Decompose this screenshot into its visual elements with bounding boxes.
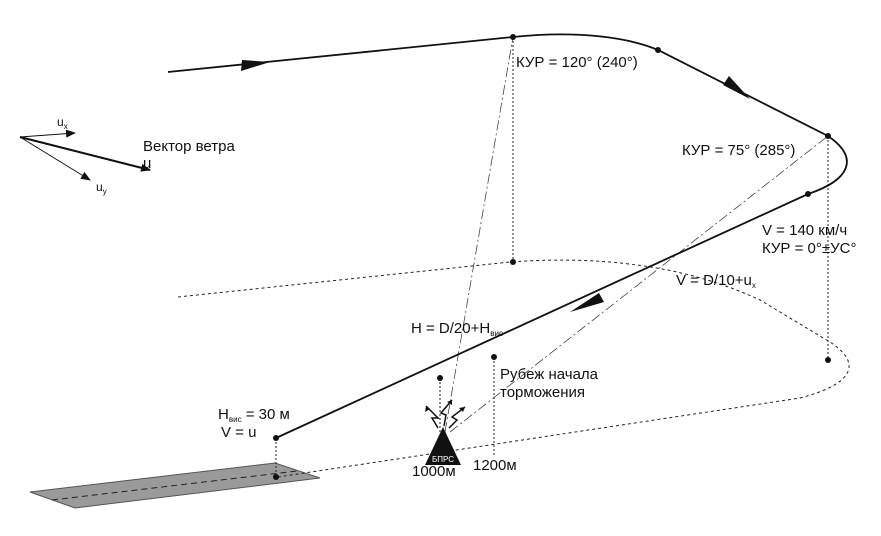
- label-v-u: V = u: [221, 424, 257, 441]
- point-turn: [655, 47, 661, 53]
- label-h-hover: Hвис = 30 м: [218, 406, 290, 424]
- label-braking-line2: торможения: [500, 384, 586, 401]
- wind-vector-ux: [19, 129, 76, 138]
- point-hover: [273, 435, 279, 441]
- wind-vector-uy: [19, 136, 91, 181]
- label-h-formula: H = D/20+Hвис: [411, 320, 503, 338]
- point-kur-75: [825, 133, 831, 139]
- label-kur-0: КУР = 0°±УС°: [762, 240, 857, 257]
- point-projection-1: [510, 259, 516, 265]
- point-1000: [437, 375, 443, 381]
- label-v-formula: V = D/10+ux: [676, 272, 756, 290]
- point-braking: [491, 354, 497, 360]
- point-kur-120: [510, 34, 516, 40]
- label-kur-75: КУР = 75° (285°): [682, 142, 796, 159]
- label-wind-ux: ux: [57, 115, 68, 131]
- point-runway: [273, 474, 279, 480]
- label-wind-vector: Вектор ветра: [143, 138, 235, 155]
- svg-text:БПРС: БПРС: [432, 455, 454, 464]
- bearing-line-120: [444, 36, 514, 433]
- point-final: [805, 191, 811, 197]
- label-dist-1200: 1200м: [473, 457, 517, 474]
- flight-direction-arrow-2: [723, 76, 750, 99]
- label-braking-line1: Рубеж начала: [500, 366, 599, 383]
- bearing-line-75: [449, 135, 829, 433]
- wind-vector-u: [19, 136, 151, 172]
- ground-projection-path: [177, 259, 850, 478]
- flight-direction-arrow-3: [570, 293, 604, 312]
- label-kur-120: КУР = 120° (240°): [516, 54, 638, 71]
- beacon-bprs: БПРС: [425, 399, 466, 465]
- label-v-140: V = 140 км/ч: [762, 222, 848, 239]
- runway-centerline: [51, 470, 298, 501]
- label-dist-1000: 1000м: [412, 463, 456, 480]
- flight-direction-arrow-1: [241, 60, 270, 71]
- point-projection-2: [825, 357, 831, 363]
- label-wind-uy: uy: [96, 180, 107, 196]
- label-wind-u: u: [143, 155, 152, 172]
